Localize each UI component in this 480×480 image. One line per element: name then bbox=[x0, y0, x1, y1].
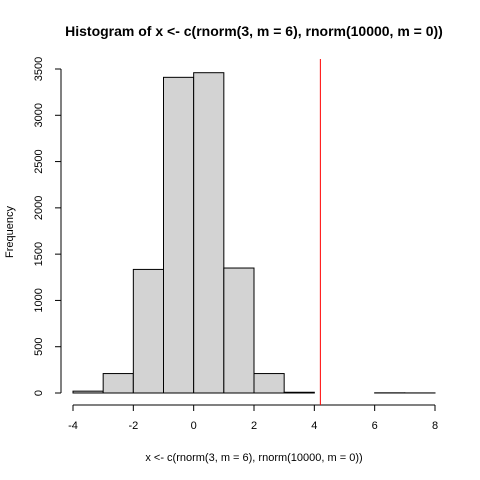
x-tick-label: -2 bbox=[128, 420, 138, 432]
y-tick-label: 1500 bbox=[33, 242, 45, 266]
histogram-bar-4 bbox=[193, 72, 225, 394]
y-tick-label: 3500 bbox=[33, 57, 45, 81]
x-axis-label: x <- c(rnorm(3, m = 6), rnorm(10000, m =… bbox=[145, 452, 362, 464]
chart-title: Histogram of x <- c(rnorm(3, m = 6), rno… bbox=[65, 23, 443, 39]
histogram-bar-3 bbox=[163, 76, 195, 394]
x-tick-label: 0 bbox=[191, 420, 197, 432]
y-axis-label: Frequency bbox=[4, 206, 16, 258]
histogram-bar-1 bbox=[102, 373, 134, 394]
y-tick-label: 0 bbox=[33, 390, 45, 396]
x-tick-label: 4 bbox=[311, 420, 317, 432]
histogram-bar-7 bbox=[283, 391, 315, 394]
x-tick-label: 8 bbox=[432, 420, 438, 432]
y-tick-label: 2000 bbox=[33, 196, 45, 220]
histogram-bar-5 bbox=[223, 267, 255, 394]
y-tick-label: 500 bbox=[33, 338, 45, 356]
histogram-bar-6 bbox=[253, 373, 285, 394]
axes-layer: -4 -2 0 2 4 6 8 0 500 1000 1500 2000 2500 3000 3500 bbox=[33, 57, 438, 432]
x-tick-label: 2 bbox=[251, 420, 257, 432]
y-tick-label: 3000 bbox=[33, 103, 45, 127]
y-tick-label: 1000 bbox=[33, 288, 45, 312]
x-tick-label: -4 bbox=[68, 420, 78, 432]
bars-layer bbox=[72, 72, 436, 394]
y-tick-label: 2500 bbox=[33, 149, 45, 173]
x-tick-label: 6 bbox=[372, 420, 378, 432]
histogram-bar-2 bbox=[132, 268, 164, 394]
histogram-bar-0 bbox=[72, 390, 104, 394]
